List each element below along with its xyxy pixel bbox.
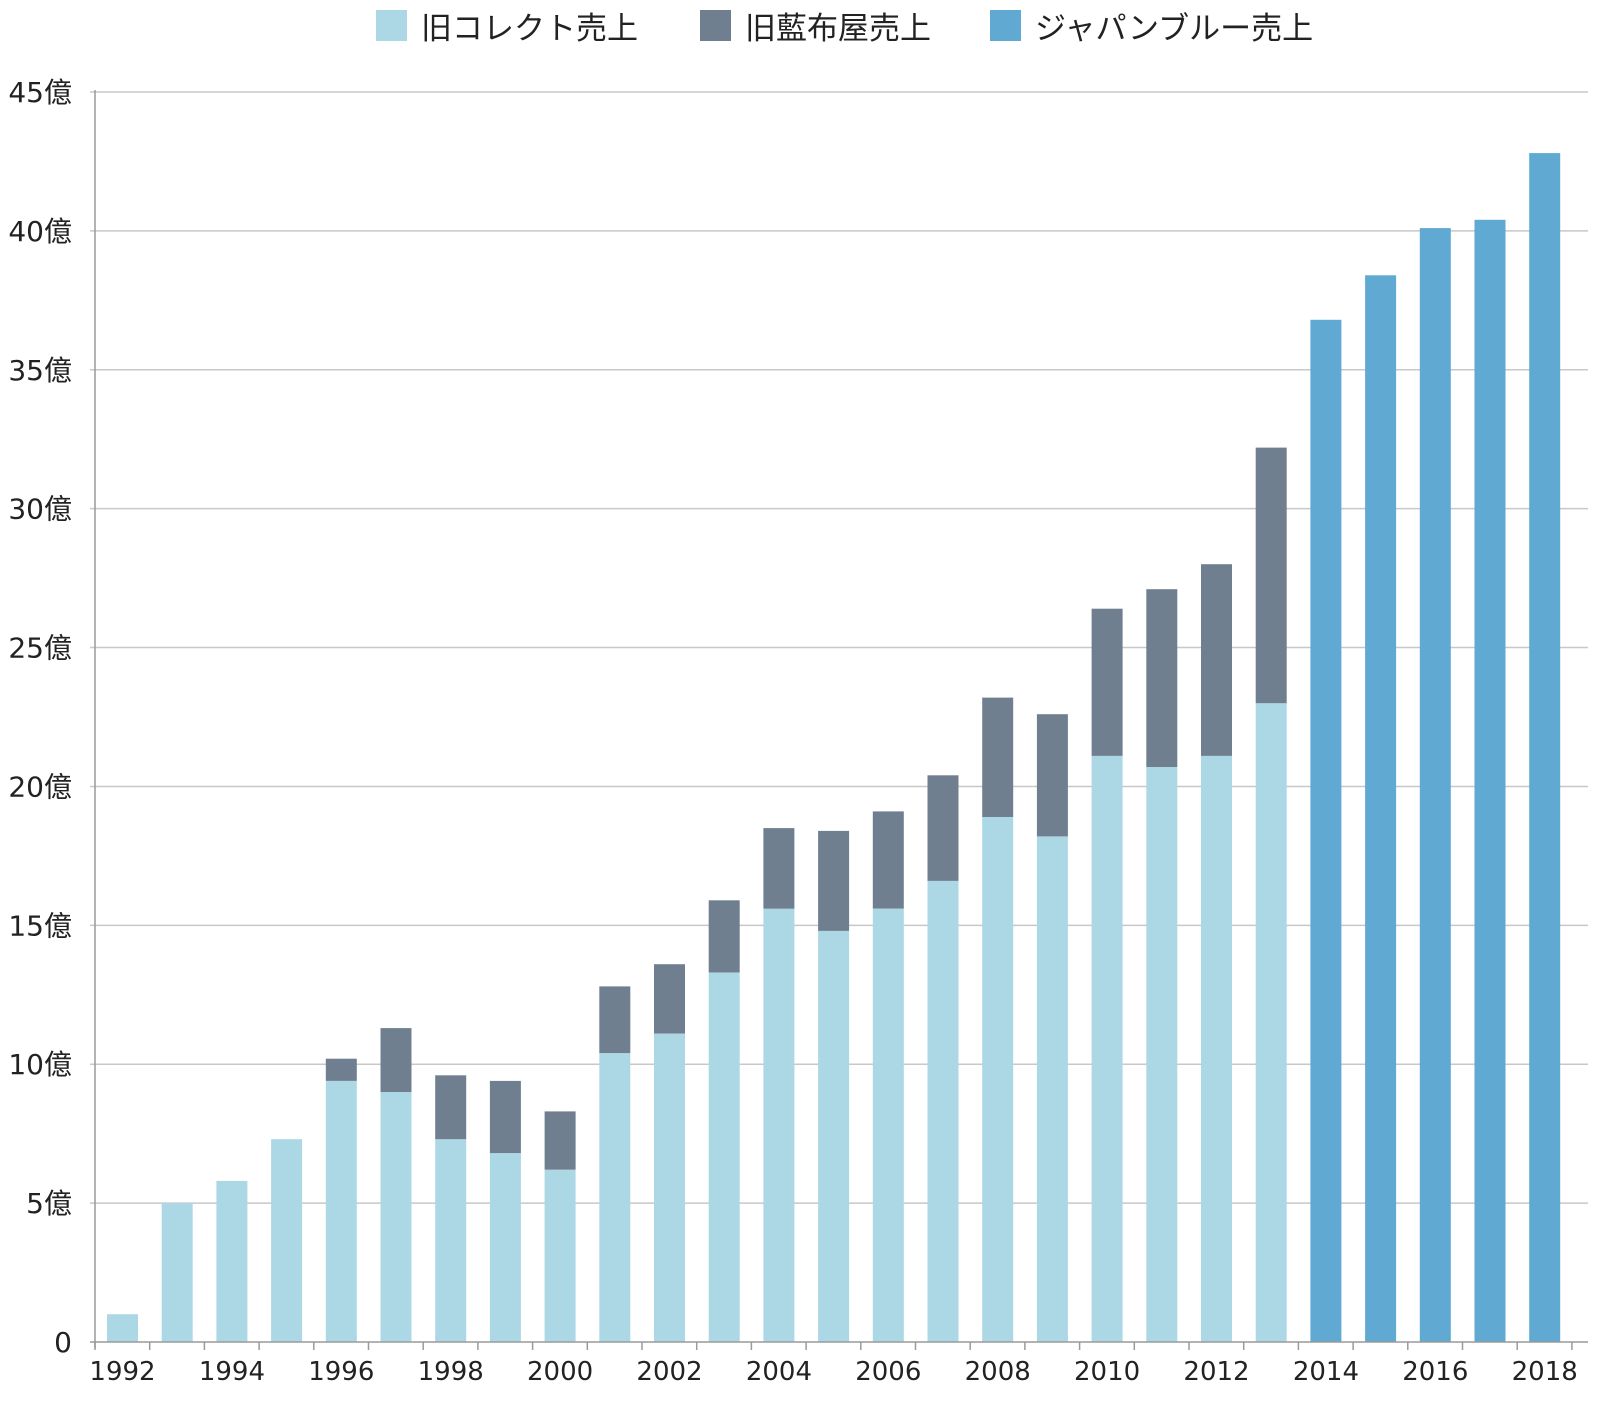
bar-1998-series-1 — [435, 1075, 467, 1140]
x-tick-label: 2000 — [527, 1357, 593, 1387]
bar-2014-series-2 — [1310, 319, 1342, 1342]
legend-item-korekuto: 旧コレクト売上 — [376, 8, 638, 47]
x-tick-label: 1992 — [89, 1357, 155, 1387]
bar-2001-series-0 — [599, 1053, 631, 1342]
y-tick-label: 25億 — [8, 632, 72, 665]
x-tick-label: 2004 — [746, 1357, 812, 1387]
bar-2002-series-1 — [654, 964, 685, 1034]
bar-1994-series-0 — [216, 1180, 248, 1342]
legend-label-korekuto: 旧コレクト売上 — [421, 10, 638, 47]
bar-2010-series-0 — [1091, 755, 1123, 1342]
bar-2018-series-2 — [1529, 153, 1561, 1343]
bar-2009-series-0 — [1036, 836, 1068, 1342]
bar-1996-series-1 — [325, 1058, 357, 1081]
bar-2005-series-1 — [818, 830, 850, 931]
bar-2010-series-1 — [1091, 608, 1123, 756]
y-tick-label: 35億 — [8, 354, 72, 387]
bar-2009-series-1 — [1036, 714, 1068, 837]
x-tick-label: 1998 — [418, 1357, 484, 1387]
legend-swatch-japanblue — [990, 9, 1021, 41]
chart-legend: 旧コレクト売上 旧藍布屋売上 ジャパンブルー売上 — [0, 0, 1600, 50]
bar-2012-series-0 — [1201, 755, 1232, 1342]
y-tick-label: 30億 — [8, 493, 72, 526]
x-tick-label: 2018 — [1512, 1357, 1578, 1387]
x-tick-label: 2012 — [1183, 1357, 1249, 1387]
x-tick-label: 2006 — [855, 1357, 921, 1387]
x-tick-label: 2010 — [1074, 1357, 1140, 1387]
bar-1999-series-1 — [489, 1080, 521, 1154]
bars — [107, 153, 1561, 1343]
y-tick-label: 15億 — [8, 909, 72, 942]
bar-2007-series-0 — [927, 880, 959, 1342]
bar-1997-series-0 — [380, 1092, 412, 1342]
x-axis-ticks: 1992 1994 1996 1998 2000 2002 2004 2006 2008 2010… — [89, 1342, 1578, 1387]
bar-2008-series-1 — [982, 697, 1014, 817]
x-tick-label: 2016 — [1402, 1357, 1468, 1387]
legend-label-aifuya: 旧藍布屋売上 — [745, 10, 931, 47]
bar-2017-series-2 — [1474, 219, 1506, 1342]
bar-2002-series-0 — [654, 1033, 685, 1342]
bar-1992-series-0 — [107, 1314, 138, 1342]
y-tick-label: 20億 — [8, 770, 72, 803]
axes — [90, 90, 1588, 1348]
bar-1996-series-0 — [325, 1080, 357, 1342]
bar-2013-series-0 — [1255, 703, 1287, 1342]
x-tick-label: 1994 — [199, 1357, 265, 1387]
bar-2000-series-1 — [544, 1111, 576, 1170]
bar-2001-series-1 — [599, 986, 631, 1054]
y-tick-label: 0 — [54, 1326, 72, 1359]
bar-2011-series-0 — [1146, 767, 1178, 1342]
bar-2004-series-1 — [763, 828, 795, 909]
bar-2013-series-1 — [1255, 447, 1287, 704]
bar-2006-series-0 — [872, 908, 904, 1342]
legend-label-japanblue: ジャパンブルー売上 — [1035, 10, 1314, 47]
bar-2006-series-1 — [872, 811, 904, 909]
x-tick-label: 1996 — [308, 1357, 374, 1387]
x-tick-label: 2008 — [965, 1357, 1031, 1387]
legend-swatch-aifuya — [700, 9, 731, 41]
bar-1998-series-0 — [435, 1139, 467, 1342]
bar-2015-series-2 — [1365, 275, 1397, 1342]
y-tick-label: 40億 — [8, 215, 72, 248]
bar-2000-series-0 — [544, 1169, 576, 1342]
bar-2003-series-0 — [708, 972, 740, 1342]
bar-2012-series-1 — [1201, 564, 1232, 756]
y-tick-label: 10億 — [8, 1048, 72, 1081]
bar-2005-series-0 — [818, 930, 850, 1342]
bar-2016-series-2 — [1419, 228, 1451, 1343]
bar-1997-series-1 — [380, 1028, 412, 1092]
bar-2004-series-0 — [763, 908, 795, 1342]
legend-item-aifuya: 旧藍布屋売上 — [700, 8, 931, 47]
bar-1995-series-0 — [271, 1139, 303, 1342]
legend-item-japanblue: ジャパンブルー売上 — [990, 8, 1313, 47]
bar-2008-series-0 — [982, 817, 1014, 1342]
x-tick-label: 2002 — [636, 1357, 702, 1387]
bar-1993-series-0 — [161, 1203, 193, 1342]
y-tick-label: 45億 — [8, 76, 72, 109]
x-tick-label: 2014 — [1293, 1357, 1359, 1387]
legend-swatch-korekuto — [376, 9, 407, 41]
y-axis-ticks: 0 5億 10億 15億 20億 25億 30億 35億 40億 45億 — [8, 76, 72, 1359]
bar-2007-series-1 — [927, 775, 959, 881]
bar-2003-series-1 — [708, 900, 740, 973]
bar-2011-series-1 — [1146, 589, 1178, 767]
bar-1999-series-0 — [489, 1153, 521, 1342]
y-tick-label: 5億 — [26, 1187, 72, 1220]
